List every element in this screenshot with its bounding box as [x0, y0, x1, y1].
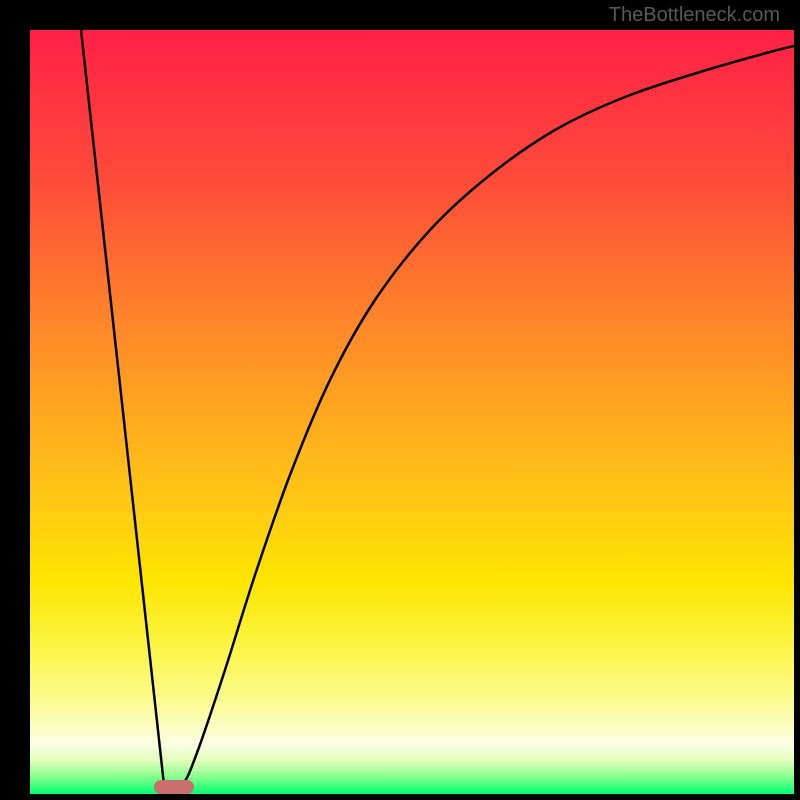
chart-plot-area [30, 30, 794, 794]
watermark-text: TheBottleneck.com [609, 4, 780, 27]
curve-line [30, 30, 794, 794]
optimal-marker [154, 780, 194, 794]
